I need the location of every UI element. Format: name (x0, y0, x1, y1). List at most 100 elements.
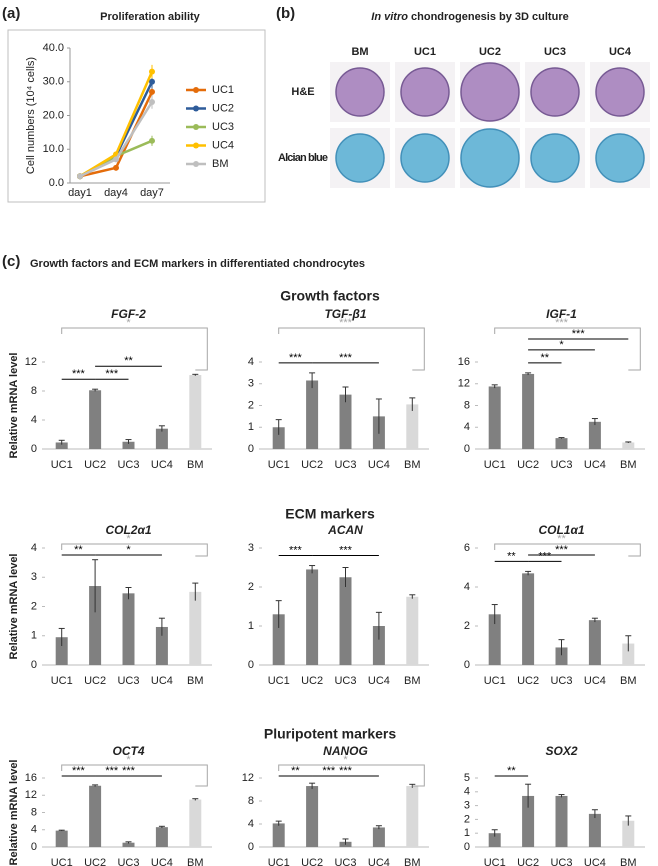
significance-label: *** (105, 368, 119, 380)
x-tick-label: BM (620, 857, 637, 866)
bar (406, 404, 419, 449)
y-tick-label: 16 (458, 356, 470, 368)
y-tick-label: 2 (31, 600, 37, 612)
chart-title: TGF-β1 (324, 307, 366, 321)
y-tick-label: 4 (31, 414, 37, 426)
y-tick-label: 0 (464, 659, 470, 671)
y-tick-label: 0 (464, 841, 470, 853)
chart-title: IGF-1 (546, 307, 577, 321)
chart-title: FGF-2 (111, 307, 146, 321)
panel-label: (a) (2, 5, 20, 22)
x-tick-label: UC2 (517, 459, 539, 471)
bar (522, 795, 535, 847)
significance-label: * (126, 544, 131, 556)
significance-label: ** (507, 550, 516, 562)
significance-label: *** (322, 765, 336, 777)
y-tick-label: 0 (31, 659, 37, 671)
significance-label: *** (339, 765, 353, 777)
x-tick-label: UC3 (334, 459, 356, 471)
y-tick-label: 1 (248, 620, 254, 632)
significance-label: ** (507, 765, 516, 777)
bar (272, 823, 285, 847)
y-tick-label: 0.0 (49, 177, 64, 189)
panel-label: (c) (2, 253, 20, 270)
x-tick-label: UC4 (151, 857, 173, 866)
chart-title: NANOG (323, 744, 368, 758)
x-tick-label: UC3 (334, 857, 356, 866)
x-tick-label: UC3 (550, 675, 572, 687)
bar (339, 394, 352, 449)
bar (622, 643, 635, 665)
x-tick-label: UC1 (484, 459, 506, 471)
bar (339, 577, 352, 665)
legend-label: UC4 (212, 139, 234, 151)
y-tick-label: 4 (464, 421, 470, 433)
y-tick-label: 6 (464, 542, 470, 554)
y-tick-label: 1 (464, 827, 470, 839)
y-axis-label: Relative mRNA level (8, 554, 20, 660)
bar (488, 386, 501, 449)
x-tick-label: UC2 (517, 857, 539, 866)
bar (89, 785, 102, 847)
y-tick-label: 0 (248, 841, 254, 853)
x-tick-label: UC3 (117, 459, 139, 471)
section-title: Growth factors and ECM markers in differ… (30, 258, 365, 270)
x-tick-label: UC1 (268, 857, 290, 866)
bar (155, 827, 168, 847)
column-label: BM (351, 46, 368, 58)
significance-bracket (61, 543, 208, 557)
y-axis-label: Relative mRNA level (8, 760, 20, 866)
y-tick-label: 1 (248, 421, 254, 433)
group-title: ECM markers (285, 506, 375, 522)
significance-label: *** (572, 328, 586, 340)
significance-label: * (126, 754, 131, 766)
bar (306, 569, 319, 665)
point (149, 78, 155, 85)
y-tick-label: 0 (464, 443, 470, 455)
x-tick-label: UC3 (117, 675, 139, 687)
y-tick-label: 40.0 (43, 42, 64, 54)
y-tick-label: 0 (248, 659, 254, 671)
bar (588, 813, 601, 847)
panel-title: In vitro chondrogenesis by 3D culture (371, 11, 568, 23)
bar (555, 438, 568, 449)
y-tick-label: 8 (31, 806, 37, 818)
bar (306, 786, 319, 847)
y-tick-label: 0 (31, 841, 37, 853)
x-tick-label: UC2 (84, 459, 106, 471)
x-tick-label: UC4 (584, 857, 606, 866)
x-tick-label: day1 (68, 187, 92, 199)
y-tick-label: 3 (464, 800, 470, 812)
y-tick-label: 4 (248, 356, 254, 368)
x-tick-label: UC4 (584, 675, 606, 687)
x-tick-label: BM (187, 459, 204, 471)
column-label: UC3 (544, 46, 566, 58)
bar (89, 586, 102, 665)
column-label: UC1 (414, 46, 436, 58)
y-tick-label: 0 (248, 443, 254, 455)
bar (488, 833, 501, 847)
significance-label: *** (72, 765, 86, 777)
y-tick-label: 20.0 (43, 109, 64, 121)
chart-title: COL2α1 (105, 523, 151, 537)
x-tick-label: UC2 (301, 675, 323, 687)
bar (406, 786, 419, 847)
bar (272, 614, 285, 665)
y-tick-label: 2 (464, 620, 470, 632)
y-tick-label: 4 (31, 824, 37, 836)
bar (89, 390, 102, 449)
significance-label: *** (339, 352, 353, 364)
significance-bracket (61, 764, 208, 787)
significance-bracket (494, 327, 641, 371)
y-tick-label: 3 (248, 378, 254, 390)
y-tick-label: 4 (464, 786, 470, 798)
x-tick-label: UC1 (268, 675, 290, 687)
x-tick-label: UC3 (550, 857, 572, 866)
significance-bracket (494, 543, 641, 557)
bar (622, 820, 635, 847)
tissue-pellet (595, 67, 645, 117)
x-tick-label: UC3 (550, 459, 572, 471)
x-tick-label: UC1 (51, 857, 73, 866)
point (149, 88, 155, 95)
x-tick-label: UC1 (51, 459, 73, 471)
